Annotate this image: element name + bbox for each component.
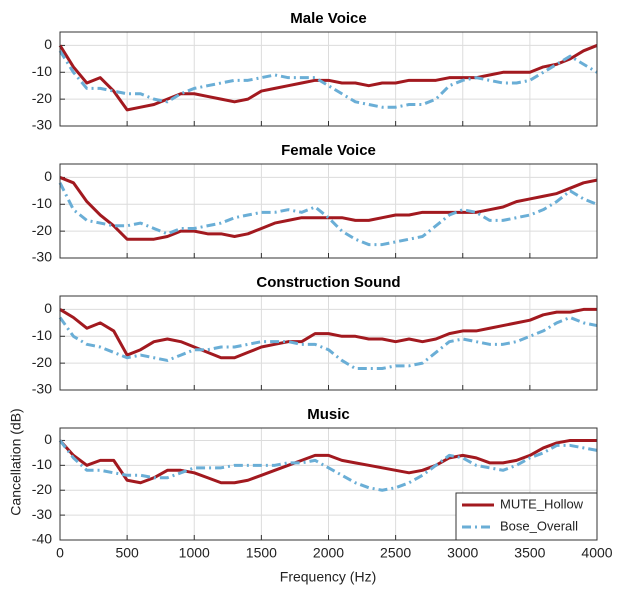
series-line [58, 315, 598, 371]
x-tick-label: 3000 [447, 545, 478, 561]
axes-box [59, 163, 598, 259]
y-tick-label: -10 [32, 63, 52, 79]
y-axis-label: Cancellation (dB) [8, 408, 24, 515]
y-tick-label: -20 [32, 481, 52, 497]
x-tick-label: 500 [115, 545, 139, 561]
series-line [59, 176, 598, 241]
chart-title: Male Voice [290, 10, 366, 27]
legend-box [455, 492, 598, 541]
x-tick-label: 2500 [380, 545, 411, 561]
y-tick-label: -10 [32, 195, 52, 211]
series-line [58, 182, 598, 247]
x-axis-label: Frequency (Hz) [280, 569, 376, 585]
x-tick-label: 4000 [581, 545, 612, 561]
y-tick-label: -10 [32, 327, 52, 343]
chart-title: Female Voice [281, 142, 376, 159]
series-line [58, 439, 598, 492]
y-tick-label: -20 [32, 90, 52, 106]
series-line [58, 50, 598, 109]
y-tick-label: -30 [32, 381, 52, 397]
legend-label: Bose_Overall [500, 518, 578, 533]
axes-box [59, 295, 598, 391]
x-tick-label: 1000 [179, 545, 210, 561]
axes-box [59, 427, 598, 541]
y-tick-label: -20 [32, 354, 52, 370]
y-tick-label: -30 [32, 249, 52, 265]
y-tick-label: 0 [44, 36, 52, 52]
y-tick-label: 0 [44, 300, 52, 316]
chart-title: Construction Sound [256, 274, 400, 291]
axes-box [59, 31, 598, 127]
series-line [58, 438, 597, 485]
y-tick-label: -30 [32, 506, 52, 522]
y-tick-label: -30 [32, 117, 52, 133]
y-tick-label: 0 [44, 431, 52, 447]
x-tick-label: 0 [56, 545, 64, 561]
chart-title: Music [307, 406, 350, 423]
y-tick-label: -20 [32, 222, 52, 238]
y-tick-label: -10 [32, 456, 52, 472]
series-line [58, 44, 598, 112]
y-tick-label: -40 [32, 531, 52, 547]
x-tick-label: 1500 [246, 545, 277, 561]
y-tick-label: 0 [44, 168, 52, 184]
legend-label: MUTE_Hollow [500, 496, 584, 511]
x-tick-label: 2000 [313, 545, 344, 561]
series-line [59, 307, 597, 360]
x-tick-label: 3500 [514, 545, 545, 561]
